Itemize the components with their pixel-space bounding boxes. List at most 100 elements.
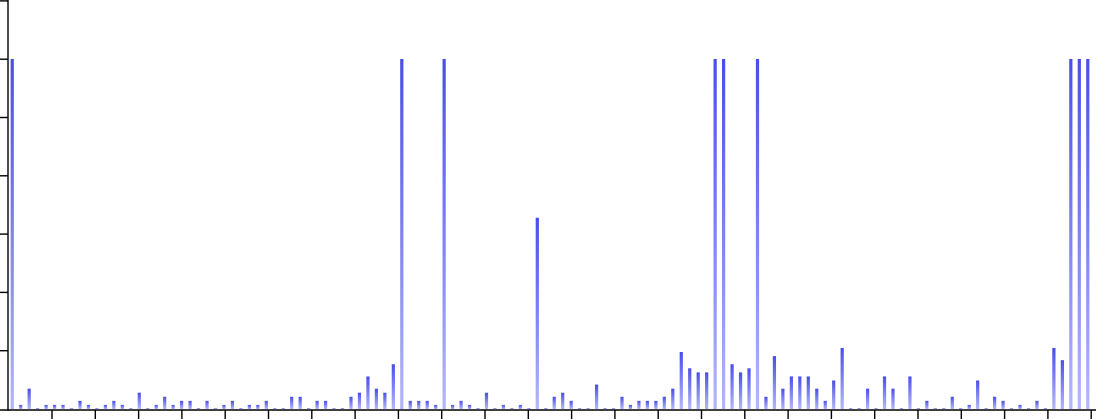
- bar: [1052, 347, 1056, 409]
- bar: [730, 364, 734, 409]
- bar: [400, 58, 404, 409]
- bar: [865, 388, 870, 409]
- bar: [569, 400, 573, 409]
- bar: [425, 400, 429, 409]
- bar: [976, 380, 980, 409]
- bar: [620, 396, 624, 409]
- bar: [916, 408, 920, 409]
- bar: [552, 396, 556, 409]
- bar: [518, 404, 522, 409]
- bar: [1026, 408, 1031, 409]
- bar: [95, 408, 99, 409]
- bar: [137, 392, 141, 409]
- bar: [899, 408, 904, 409]
- bar: [891, 388, 895, 409]
- bar: [578, 408, 582, 409]
- bar: [561, 392, 565, 409]
- bar: [1009, 408, 1014, 409]
- bar: [925, 400, 929, 409]
- bar: [86, 404, 91, 409]
- bar: [586, 408, 590, 409]
- bar: [52, 404, 57, 409]
- bar: [611, 408, 616, 409]
- bar: [239, 408, 243, 409]
- bar: [628, 404, 633, 409]
- bar: [722, 58, 726, 409]
- bar: [391, 364, 395, 409]
- bar: [315, 400, 319, 409]
- bar: [1001, 400, 1005, 409]
- bar: [247, 404, 251, 409]
- bar: [544, 408, 548, 409]
- bar: [19, 404, 23, 409]
- bar: [78, 400, 82, 409]
- bar: [815, 388, 819, 409]
- bar: [417, 400, 421, 409]
- bar: [163, 396, 167, 409]
- bar: [36, 408, 40, 409]
- bar: [205, 400, 209, 409]
- bar: [832, 380, 836, 409]
- bar: [188, 400, 192, 409]
- bar: [408, 400, 412, 409]
- bar: [171, 404, 175, 409]
- bar: [942, 408, 946, 409]
- bar: [484, 392, 489, 409]
- bar: [993, 396, 997, 409]
- bar: [323, 400, 328, 409]
- bar: [535, 217, 539, 409]
- bar: [806, 376, 810, 409]
- bar: [637, 400, 641, 409]
- bar: [662, 396, 666, 409]
- bar: [69, 408, 74, 409]
- bar: [713, 58, 717, 409]
- bar: [823, 400, 827, 409]
- bar: [798, 376, 802, 409]
- bar: [501, 404, 506, 409]
- bar: [1077, 58, 1081, 409]
- bar: [705, 372, 709, 409]
- bar: [1086, 58, 1090, 409]
- bar: [772, 356, 777, 409]
- bar: [213, 408, 218, 409]
- bar: [366, 376, 370, 409]
- bar: [10, 58, 14, 409]
- bar: [459, 400, 463, 409]
- bar: [61, 404, 65, 409]
- bar: [196, 408, 201, 409]
- bar: [688, 368, 692, 409]
- bar: [908, 376, 912, 409]
- bar: [290, 396, 294, 409]
- bar: [451, 404, 455, 409]
- bar: [984, 408, 988, 409]
- bar: [222, 404, 226, 409]
- bar: [467, 404, 472, 409]
- bar: [281, 408, 285, 409]
- bar: [442, 58, 446, 409]
- bar: [256, 404, 260, 409]
- bar: [645, 400, 649, 409]
- bar: [476, 408, 480, 409]
- bar: [273, 408, 277, 409]
- bar: [357, 392, 362, 409]
- bar: [671, 388, 675, 409]
- bar: [527, 408, 531, 409]
- bar: [383, 392, 387, 409]
- bar: [959, 408, 963, 409]
- bar: [27, 388, 31, 409]
- bar: [950, 396, 954, 409]
- bar: [764, 396, 768, 409]
- bar: [129, 408, 133, 409]
- bar: [120, 404, 124, 409]
- bar: [340, 408, 345, 409]
- bar: [307, 408, 311, 409]
- bar: [112, 400, 116, 409]
- bar: [755, 58, 760, 409]
- bar: [264, 400, 268, 409]
- bar: [349, 396, 353, 409]
- bar: [679, 352, 683, 409]
- bar: [933, 408, 937, 409]
- bar: [603, 408, 607, 409]
